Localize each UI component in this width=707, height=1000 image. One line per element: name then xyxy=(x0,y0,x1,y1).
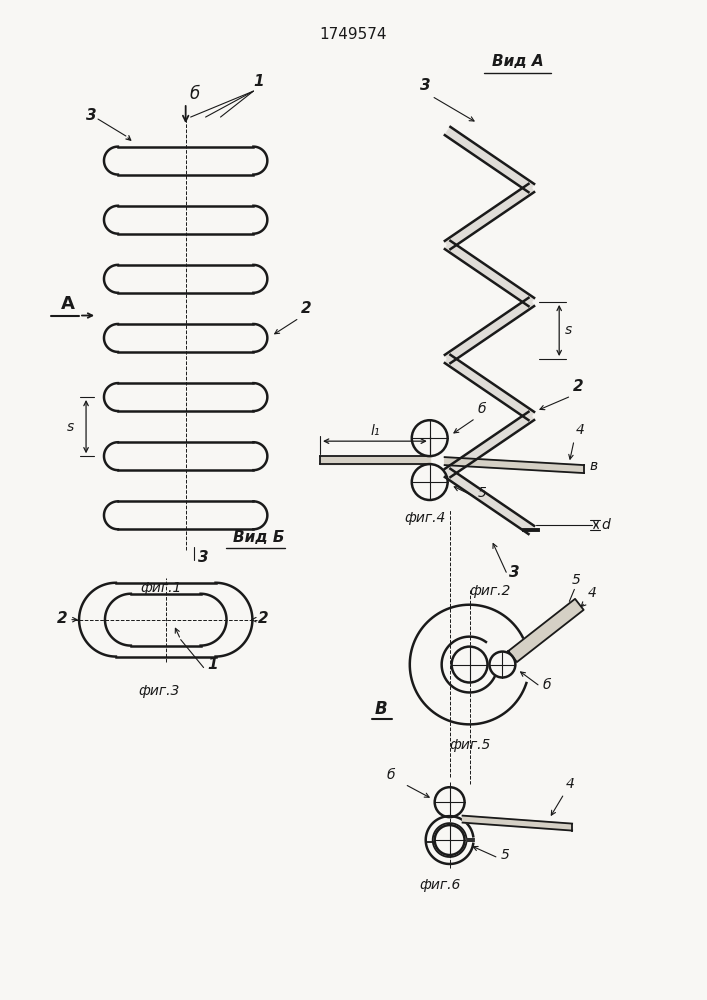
Text: б: б xyxy=(189,85,200,103)
Text: Вид Б: Вид Б xyxy=(233,530,285,545)
Text: б: б xyxy=(477,402,486,416)
Text: 1749574: 1749574 xyxy=(320,27,387,42)
Text: В: В xyxy=(375,700,387,718)
Text: 1: 1 xyxy=(208,657,218,672)
Text: 2: 2 xyxy=(257,611,268,626)
Text: 5: 5 xyxy=(501,848,509,862)
Polygon shape xyxy=(445,184,534,249)
Polygon shape xyxy=(445,412,534,477)
Text: 4: 4 xyxy=(576,423,585,437)
Text: Вид А: Вид А xyxy=(491,54,543,69)
Text: A: A xyxy=(61,295,75,313)
Text: 4: 4 xyxy=(588,586,596,600)
Text: фиг.1: фиг.1 xyxy=(141,581,182,595)
Polygon shape xyxy=(445,127,534,192)
Text: 3: 3 xyxy=(86,108,97,123)
Text: d: d xyxy=(601,518,609,532)
Text: фиг.4: фиг.4 xyxy=(405,511,446,525)
Text: 5: 5 xyxy=(477,486,486,500)
Text: 2: 2 xyxy=(301,301,312,316)
Text: 2: 2 xyxy=(57,611,68,626)
Text: фиг.5: фиг.5 xyxy=(450,738,491,752)
Polygon shape xyxy=(445,355,534,420)
Text: фиг.2: фиг.2 xyxy=(469,584,511,598)
Text: 3: 3 xyxy=(198,550,209,565)
Text: s: s xyxy=(565,323,573,337)
Text: 2: 2 xyxy=(573,379,584,394)
Text: s: s xyxy=(67,420,74,434)
Polygon shape xyxy=(445,469,534,534)
Polygon shape xyxy=(445,298,534,363)
Text: 3: 3 xyxy=(509,565,520,580)
Polygon shape xyxy=(445,241,534,306)
Polygon shape xyxy=(445,457,584,473)
Text: 4: 4 xyxy=(566,777,575,791)
Polygon shape xyxy=(320,456,430,464)
Text: фиг.3: фиг.3 xyxy=(138,684,180,698)
Text: б: б xyxy=(542,678,551,692)
Polygon shape xyxy=(462,816,572,831)
Text: фиг.6: фиг.6 xyxy=(420,878,461,892)
Text: б: б xyxy=(387,768,395,782)
Text: в: в xyxy=(589,459,597,473)
Text: l₁: l₁ xyxy=(370,424,380,438)
Text: 1: 1 xyxy=(253,74,264,89)
Text: 5: 5 xyxy=(571,573,580,587)
Polygon shape xyxy=(508,599,583,662)
Text: 3: 3 xyxy=(420,78,431,93)
